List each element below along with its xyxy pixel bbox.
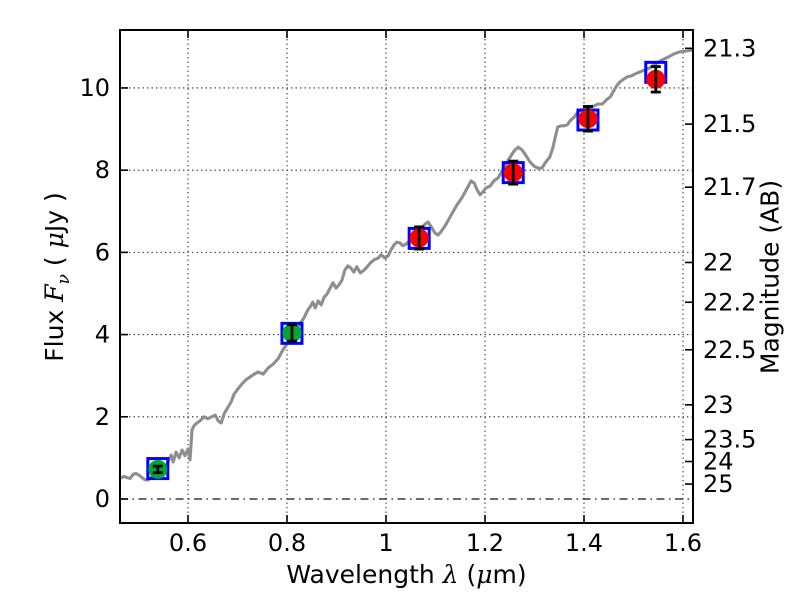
error-bar: [286, 323, 297, 343]
x-tick-label: 1.6: [664, 529, 702, 557]
lambda-symbol: λ: [442, 560, 459, 589]
mag-tick-label: 22.5: [703, 336, 756, 364]
mag-tick-label: 25: [703, 470, 734, 498]
x-tick-label: 0.8: [268, 529, 306, 557]
mu-symbol: μ: [476, 560, 493, 589]
error-bar: [414, 225, 425, 251]
y-axis-label-flux: Flux Fν ( μJy ): [40, 192, 74, 361]
flux-tick-label: 6: [95, 238, 110, 266]
plot-frame: [119, 29, 694, 524]
tick-labels: 0.6 0.8 1 1.2 1.4 1.6024681021.321.521.72222.…: [79, 34, 756, 557]
x-axis-label-text: Wavelength: [286, 560, 443, 589]
x-tick-label: 1.4: [565, 529, 603, 557]
flux-symbol: F: [40, 284, 69, 302]
model-spectrum-line: [118, 48, 694, 482]
mag-tick-label: 23: [703, 391, 734, 419]
mu-symbol-flux: μ: [40, 232, 69, 249]
mag-tick-label: 24: [703, 448, 734, 476]
flux-label-paren: (: [40, 248, 69, 275]
grid: [120, 30, 693, 523]
flux-tick-label: 2: [95, 403, 110, 431]
x-tick-label: 0.6: [169, 529, 207, 557]
photometry-points: [146, 60, 668, 481]
x-axis-label-unit: m): [492, 560, 527, 589]
y-axis-label-magnitude: Magnitude (AB): [755, 179, 785, 375]
flux-label-unit: Jy ): [40, 192, 69, 233]
error-bar: [508, 159, 519, 186]
error-bar: [582, 105, 593, 133]
x-axis-label: Wavelength λ (μm): [120, 560, 693, 589]
flux-tick-label: 8: [95, 156, 110, 184]
x-axis-label-paren: (: [458, 560, 477, 589]
mag-tick-label: 22: [703, 248, 734, 276]
axis-ticks: [120, 30, 693, 523]
mag-tick-label: 21.7: [703, 173, 756, 201]
error-bar: [650, 65, 661, 94]
flux-tick-label: 4: [95, 321, 110, 349]
x-tick-label: 1.2: [466, 529, 504, 557]
nu-subscript: ν: [54, 274, 74, 285]
flux-label-text: Flux: [40, 301, 69, 362]
flux-tick-label: 10: [79, 74, 110, 102]
x-tick-label: 1: [378, 529, 393, 557]
error-bar: [152, 464, 163, 475]
mag-tick-label: 21.5: [703, 110, 756, 138]
mag-tick-label: 21.3: [703, 34, 756, 62]
mag-tick-label: 22.2: [703, 288, 756, 316]
mag-tick-label: 23.5: [703, 426, 756, 454]
flux-tick-label: 0: [95, 485, 110, 513]
